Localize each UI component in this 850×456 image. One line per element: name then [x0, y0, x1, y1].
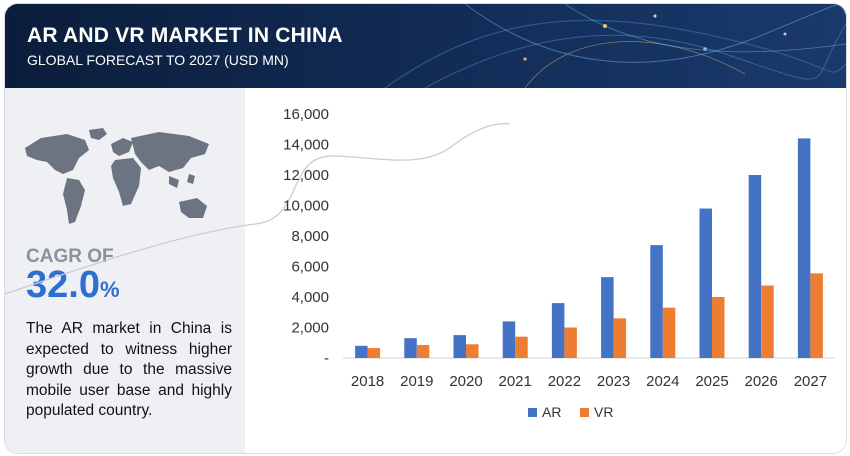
bar-ar — [748, 175, 762, 358]
x-tick-label: 2018 — [351, 373, 384, 390]
bar-vr — [613, 318, 627, 358]
legend-label-vr: VR — [594, 404, 613, 420]
bar-ar — [453, 335, 466, 358]
header-banner: AR AND VR MARKET IN CHINA GLOBAL FORECAS… — [5, 4, 846, 88]
x-tick-label: 2024 — [646, 373, 679, 390]
bar-ar — [502, 321, 516, 358]
bar-ar — [551, 303, 565, 358]
x-tick-label: 2020 — [449, 373, 482, 390]
x-tick-label: 2026 — [745, 373, 778, 390]
y-tick-label: 8,000 — [291, 228, 329, 245]
x-tick-label: 2022 — [548, 373, 581, 390]
bar-vr — [466, 344, 479, 358]
bar-vr — [416, 345, 430, 358]
cagr-number: 32.0 — [26, 264, 100, 306]
bar-ar — [355, 345, 368, 358]
y-tick-label: 12,000 — [283, 167, 329, 184]
bar-ar — [601, 277, 614, 358]
y-tick-label: 2,000 — [291, 320, 329, 337]
y-tick-label: 4,000 — [291, 289, 329, 306]
y-tick-label: 16,000 — [283, 106, 329, 123]
bar-ar — [699, 208, 712, 358]
bar-vr — [761, 285, 774, 358]
bar-ar — [404, 338, 417, 358]
x-tick-label: 2021 — [499, 373, 532, 390]
legend-label-ar: AR — [542, 404, 561, 420]
bar-vr — [564, 327, 577, 358]
world-map-icon — [25, 128, 209, 224]
cagr-value: 32.0% — [26, 264, 120, 307]
y-tick-label: - — [324, 350, 329, 367]
sidebar-panel: CAGR OF 32.0% The AR market in China is … — [5, 88, 245, 453]
bar-vr — [367, 348, 381, 358]
legend-swatch-vr — [580, 408, 589, 417]
legend-swatch-ar — [528, 408, 537, 417]
page-subtitle: GLOBAL FORECAST TO 2027 (USD MN) — [27, 52, 289, 68]
header-light-trails — [5, 4, 846, 88]
bar-vr — [810, 273, 823, 358]
market-description: The AR market in China is expected to wi… — [26, 320, 232, 419]
y-tick-label: 10,000 — [283, 198, 329, 215]
x-tick-label: 2023 — [597, 373, 630, 390]
bar-vr — [515, 336, 528, 358]
x-tick-label: 2019 — [400, 373, 433, 390]
bar-ar — [797, 138, 811, 358]
cagr-unit: % — [99, 277, 120, 302]
y-tick-label: 14,000 — [283, 137, 329, 154]
bar-vr — [712, 297, 725, 358]
y-tick-label: 6,000 — [291, 259, 329, 276]
x-tick-label: 2025 — [695, 373, 728, 390]
x-tick-label: 2027 — [794, 373, 827, 390]
bar-vr — [662, 307, 676, 358]
page-title: AR AND VR MARKET IN CHINA — [27, 24, 343, 47]
bar-ar — [650, 245, 663, 358]
bar-chart: - 2,000 4,000 6,000 8,000 10,000 12,000 14,000 1… — [283, 106, 835, 420]
infographic-card: AR AND VR MARKET IN CHINA GLOBAL FORECAS… — [4, 3, 847, 454]
